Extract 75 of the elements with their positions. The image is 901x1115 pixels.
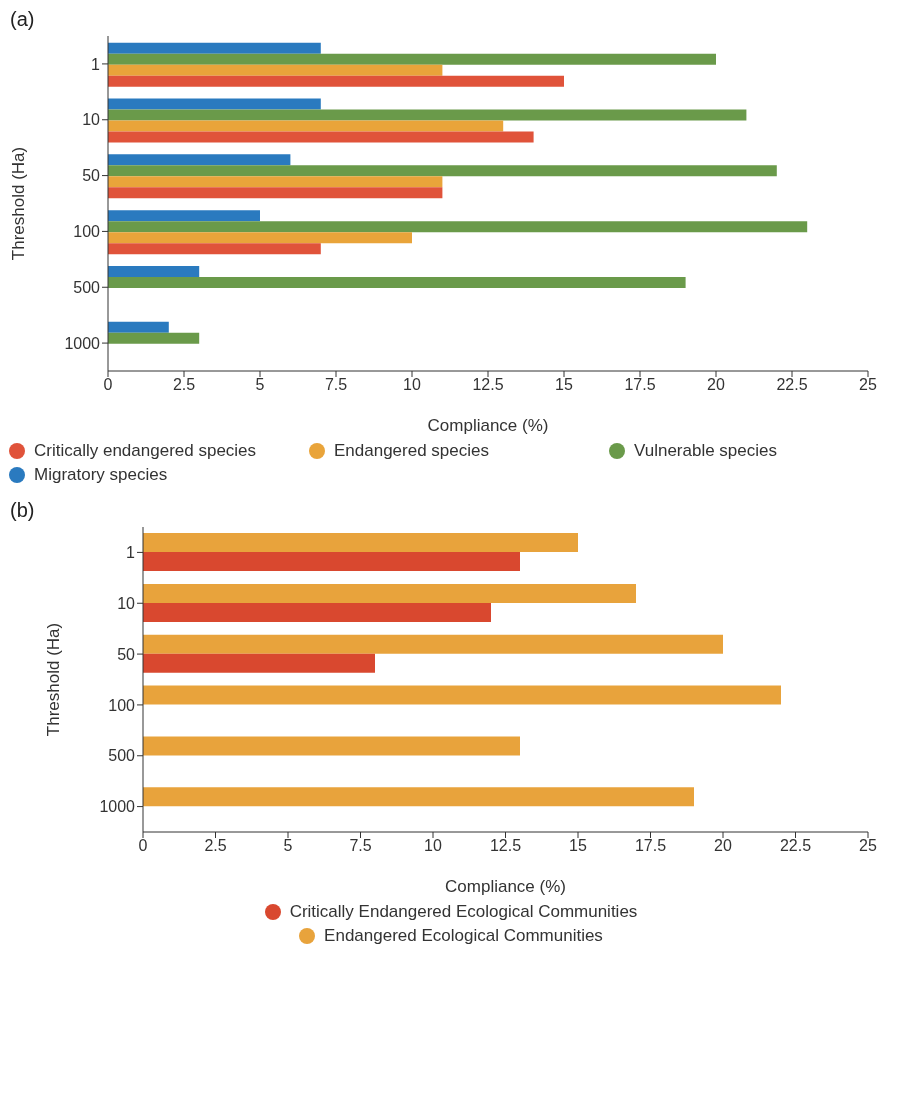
y-tick-label: 100 xyxy=(73,223,101,241)
y-tick-label: 1000 xyxy=(99,798,136,816)
x-tick-label: 25 xyxy=(859,837,877,855)
x-tick-label: 7.5 xyxy=(349,837,372,855)
y-tick-label: 500 xyxy=(108,747,136,765)
legend-label: Migratory species xyxy=(34,465,168,485)
legend-label: Endangered species xyxy=(334,441,490,461)
x-tick-label: 20 xyxy=(707,376,725,394)
bar xyxy=(108,176,443,188)
bar xyxy=(143,736,520,756)
y-tick-label: 1 xyxy=(91,55,101,73)
bar xyxy=(108,266,200,278)
bar xyxy=(143,583,636,603)
x-tick-label: 2.5 xyxy=(204,837,227,855)
x-tick-label: 17.5 xyxy=(634,837,667,855)
x-tick-label: 0 xyxy=(103,376,113,394)
bar xyxy=(108,75,564,87)
y-tick-label: 50 xyxy=(82,167,101,185)
bar xyxy=(108,232,412,244)
y-tick-label: 100 xyxy=(108,696,136,714)
chart-title: (a) xyxy=(10,8,36,31)
bar xyxy=(108,332,200,344)
bar xyxy=(108,120,504,132)
bar xyxy=(108,64,443,76)
bar xyxy=(108,154,291,166)
x-tick-label: 12.5 xyxy=(472,376,504,394)
y-tick-label: 1 xyxy=(126,544,136,562)
x-tick-label: 15 xyxy=(555,376,573,394)
bar xyxy=(108,221,808,233)
x-tick-label: 12.5 xyxy=(489,837,522,855)
x-tick-label: 17.5 xyxy=(624,376,656,394)
legend-label: Critically Endangered Ecological Communities xyxy=(289,902,638,922)
x-tick-label: 5 xyxy=(255,376,265,394)
bar xyxy=(143,602,491,622)
bar xyxy=(143,634,723,654)
legend-label: Vulnerable species xyxy=(634,441,778,461)
y-tick-label: 10 xyxy=(82,111,101,129)
legend-label: Endangered Ecological Communities xyxy=(324,926,603,946)
y-tick-label: 500 xyxy=(73,278,101,296)
bar xyxy=(108,165,777,177)
x-tick-label: 22.5 xyxy=(779,837,812,855)
x-tick-label: 10 xyxy=(403,376,421,394)
x-tick-label: 25 xyxy=(859,376,877,394)
bar xyxy=(143,685,781,705)
chart-title: (b) xyxy=(10,499,36,522)
y-tick-label: 10 xyxy=(117,594,136,612)
bar xyxy=(108,243,321,255)
y-axis-title: Threshold (Ha) xyxy=(44,622,64,737)
x-tick-label: 20 xyxy=(714,837,732,855)
x-tick-label: 22.5 xyxy=(776,376,808,394)
y-tick-label: 1000 xyxy=(64,334,101,352)
x-tick-label: 7.5 xyxy=(324,376,348,394)
x-tick-label: 5 xyxy=(283,837,293,855)
x-axis-title: Compliance (%) xyxy=(445,877,566,896)
bar xyxy=(108,109,747,121)
bar xyxy=(143,552,520,572)
bar xyxy=(143,653,375,673)
x-tick-label: 2.5 xyxy=(172,376,196,394)
legend-label: Critically endangered species xyxy=(34,441,257,461)
x-tick-label: 0 xyxy=(138,837,148,855)
x-tick-label: 10 xyxy=(424,837,442,855)
x-axis-title: Compliance (%) xyxy=(427,416,549,435)
bar xyxy=(108,98,321,110)
bar xyxy=(143,533,578,553)
bar xyxy=(108,53,716,65)
x-tick-label: 15 xyxy=(569,837,587,855)
y-axis-title: Threshold (Ha) xyxy=(9,146,29,261)
bar xyxy=(108,277,686,289)
bar xyxy=(108,187,443,199)
bar xyxy=(108,321,169,333)
bar xyxy=(108,42,321,54)
bar xyxy=(143,787,694,807)
bar xyxy=(108,131,534,143)
y-tick-label: 50 xyxy=(117,645,136,663)
bar xyxy=(108,210,260,222)
